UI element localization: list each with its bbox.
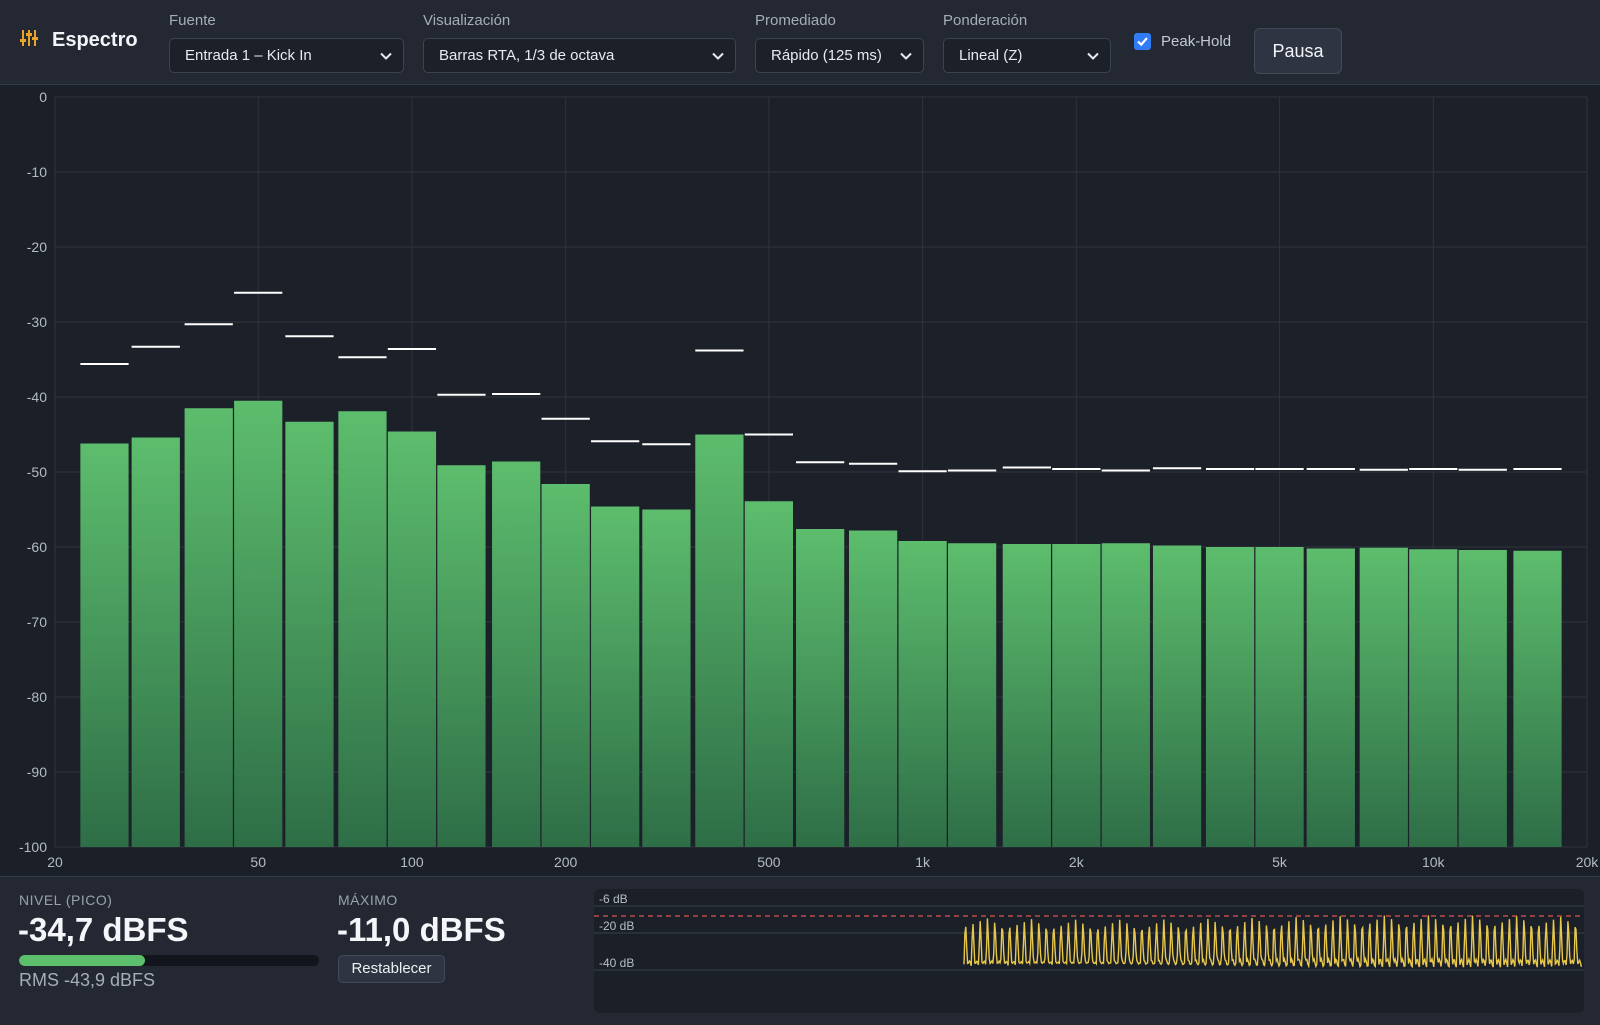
spectrum-bar [591,506,640,847]
x-tick-label: 500 [757,854,781,870]
level-meter-fill [19,955,145,966]
y-tick-label: -30 [27,314,47,330]
level-label: NIVEL (PICO) [19,892,113,908]
spectrum-bar [695,434,744,847]
equalizer-sliders-icon [20,28,38,53]
max-label: MÁXIMO [338,892,398,908]
toolbar: Espectro Fuente Entrada 1 – Kick In Visu… [0,0,1600,85]
spectrum-bar [437,465,486,847]
view-select[interactable]: Barras RTA, 1/3 de octava [423,38,736,73]
y-tick-label: -40 [27,389,47,405]
level-meter [19,955,319,966]
spectrum-bar [898,541,947,847]
spectrum-bar [1002,544,1051,847]
weighting-select[interactable]: Lineal (Z) [943,38,1111,73]
view-select-value: Barras RTA, 1/3 de octava [439,47,615,64]
spectrum-chart: 0 -10 -20 -30 -40 -50 -60 -70 -80 -90 -100 20 50 100 2… [0,86,1600,876]
source-select[interactable]: Entrada 1 – Kick In [169,38,404,73]
pause-button[interactable]: Pausa [1254,28,1342,74]
rms-value: RMS -43,9 dBFS [19,970,156,990]
spectrum-bar [796,529,845,847]
weighting-label: Ponderación [943,12,1028,29]
spectrum-bar [642,509,691,847]
spectrum-bar [744,501,794,847]
level-history: -6 dB -20 dB -40 dB [594,889,1584,1013]
peak-hold-toggle[interactable]: Peak-Hold [1134,33,1231,50]
chevron-down-icon [900,52,912,60]
level-history-plot: -6 dB -20 dB -40 dB [594,892,1584,971]
history-label-40db: -40 dB [599,956,634,970]
spectrum-bar [1052,544,1101,847]
x-tick-label: 100 [400,854,424,870]
spectrum-bar [1458,550,1507,847]
x-tick-label: 200 [554,854,578,870]
spectrum-bar [80,443,129,847]
y-tick-label: -20 [27,239,47,255]
spectrum-bar [131,437,180,847]
spectrum-bar [1409,549,1458,847]
spectrum-bar [285,421,334,847]
y-tick-label: 0 [39,89,47,105]
averaging-select[interactable]: Rápido (125 ms) [755,38,924,73]
averaging-label: Promediado [755,12,836,29]
y-tick-label: -100 [19,839,47,855]
spectrum-bar [541,484,590,847]
x-tick-label: 20k [1576,854,1600,870]
weighting-select-value: Lineal (Z) [959,47,1023,64]
history-label-20db: -20 dB [599,919,634,933]
app-title: Espectro [20,28,138,53]
y-tick-label: -80 [27,689,47,705]
y-tick-label: -90 [27,764,47,780]
spectrum-bar [1359,547,1408,847]
spectrum-bar [338,411,387,847]
x-tick-label: 5k [1272,854,1288,870]
y-tick-label: -70 [27,614,47,630]
spectrum-bar [947,543,997,847]
history-label-6db: -6 dB [599,892,628,906]
spectrum-bar [387,431,437,847]
y-tick-label: -60 [27,539,47,555]
spectrum-bar [234,400,283,847]
spectrum-bar [1101,543,1150,847]
meter-panel: NIVEL (PICO) -34,7 dBFS RMS -43,9 dBFS M… [0,876,1600,1025]
spectrum-bar [848,530,898,847]
chevron-down-icon [1087,52,1099,60]
level-value: -34,7 dBFS [18,911,189,948]
view-label: Visualización [423,12,511,29]
x-tick-label: 2k [1069,854,1085,870]
spectrum-bar [1152,545,1202,847]
x-tick-label: 1k [915,854,931,870]
chevron-down-icon [712,52,724,60]
source-label: Fuente [169,12,216,29]
spectrum-bar [1255,547,1304,847]
history-trace [963,915,1583,969]
x-tick-label: 50 [250,854,266,870]
reset-button[interactable]: Restablecer [338,955,445,983]
y-tick-label: -50 [27,464,47,480]
app-title-text: Espectro [52,29,138,51]
spectrum-bar [184,408,233,847]
max-value: -11,0 dBFS [337,911,506,948]
source-select-value: Entrada 1 – Kick In [185,47,312,64]
x-tick-label: 10k [1422,854,1446,870]
averaging-select-value: Rápido (125 ms) [771,47,882,64]
spectrum-bar [1205,547,1255,847]
spectrum-bar [1513,550,1562,847]
chevron-down-icon [380,52,392,60]
peak-hold-checkbox[interactable] [1134,33,1151,50]
y-tick-label: -10 [27,164,47,180]
checkmark-icon [1137,37,1148,47]
spectrum-bar [492,461,541,847]
spectrum-bar [1306,548,1355,847]
x-tick-label: 20 [47,854,63,870]
peak-hold-label: Peak-Hold [1161,33,1232,50]
